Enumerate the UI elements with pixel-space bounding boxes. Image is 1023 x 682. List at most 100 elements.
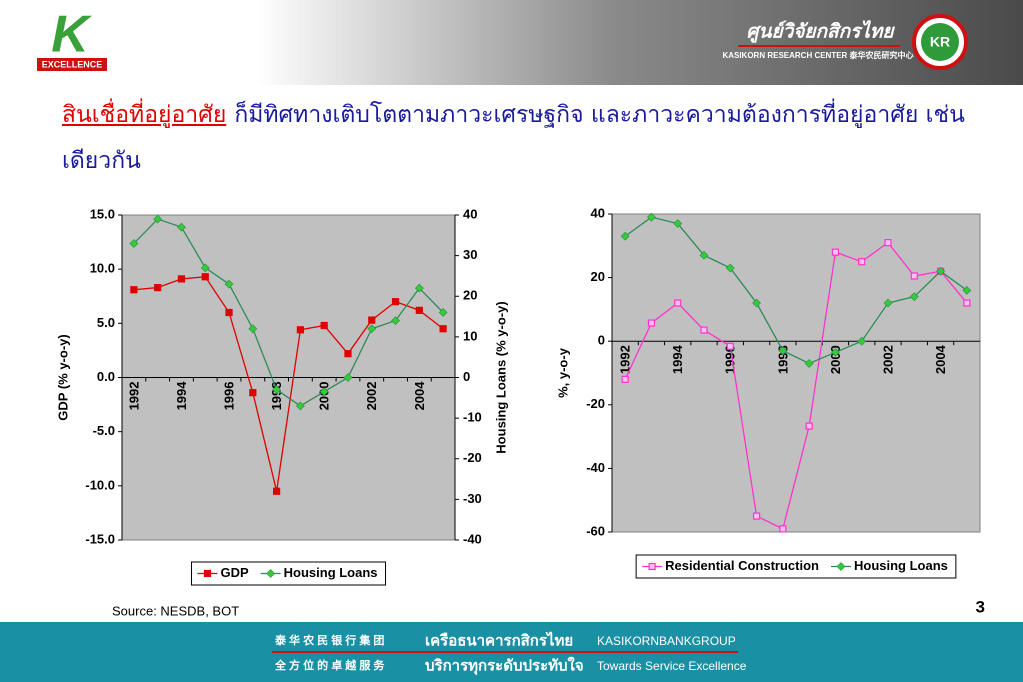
legend-label: Housing Loans — [854, 558, 948, 573]
y-tick-label: 40 — [591, 205, 605, 220]
x-tick-label: 1992 — [126, 382, 141, 411]
x-tick-label: 1994 — [174, 381, 189, 411]
marker — [438, 308, 448, 317]
y-tick-label: -15.0 — [85, 531, 115, 546]
y-axis-label: GDP (% y-o-y) — [55, 334, 70, 420]
legend-label: Residential Construction — [665, 558, 819, 573]
marker — [439, 325, 447, 333]
marker — [831, 248, 840, 256]
legend-box — [190, 561, 387, 586]
footer-th-2: บริการทุกระดับประทับใจ — [425, 657, 584, 676]
marker — [725, 263, 735, 273]
marker — [648, 562, 656, 571]
y2-tick-label: 10 — [463, 328, 477, 343]
emblem-inner — [921, 23, 959, 61]
marker — [391, 298, 400, 306]
y-tick-label: -40 — [586, 460, 605, 475]
headline-text: ก็มีทิศทางเติบโตตามภาวะเศรษฐกิจ และภาวะค… — [62, 102, 965, 174]
y-tick-label: 5.0 — [97, 315, 115, 330]
marker — [778, 346, 788, 356]
marker — [831, 347, 840, 357]
marker — [225, 308, 233, 317]
marker — [343, 373, 353, 382]
marker — [200, 263, 210, 273]
x-tick-label: 1994 — [670, 344, 685, 374]
footer-en-1: KASIKORNBANKGROUP — [597, 634, 736, 648]
y2-tick-label: 30 — [463, 247, 477, 262]
y2-tick-label: -40 — [463, 531, 482, 546]
y2-axis-label: Housing Loans (% y-o-y) — [493, 301, 508, 453]
marker — [883, 298, 893, 308]
marker — [154, 283, 162, 292]
marker — [805, 422, 813, 430]
footer-cn-2: 全 方 位 的 卓 越 服 务 — [274, 658, 385, 672]
y2-tick-label: 40 — [463, 206, 477, 221]
marker — [936, 266, 945, 276]
marker — [153, 214, 163, 224]
marker — [203, 569, 212, 578]
y-tick-label: -60 — [586, 523, 605, 538]
marker — [248, 324, 258, 334]
center-thai: ศูนย์วิจัยกสิกรไทย — [746, 20, 895, 44]
emblem-text: KR — [930, 34, 950, 50]
marker — [201, 273, 209, 281]
legend-label: Housing Loans — [284, 565, 378, 580]
logo-letter: K — [51, 6, 92, 64]
y-tick-label: 0.0 — [97, 369, 115, 384]
x-tick-label: 1996 — [221, 382, 236, 411]
center-english: KASIKORN RESEARCH CENTER 泰华农民研究中心 — [722, 50, 913, 60]
y-tick-label: -10.0 — [85, 477, 115, 492]
y2-tick-label: 0 — [463, 369, 470, 384]
marker — [266, 569, 276, 578]
x-tick-label: 2004 — [412, 381, 427, 411]
marker — [963, 299, 971, 307]
y2-tick-label: 20 — [463, 288, 477, 303]
marker — [272, 385, 282, 395]
y-tick-label: 15.0 — [90, 206, 115, 221]
marker — [621, 375, 629, 383]
logo-text: EXCELLENCE — [42, 59, 103, 69]
marker — [319, 387, 329, 397]
marker — [858, 258, 866, 266]
marker — [752, 512, 761, 520]
marker — [836, 562, 846, 571]
marker — [804, 359, 814, 368]
marker — [224, 279, 234, 289]
plot-area — [611, 213, 981, 533]
marker — [414, 283, 424, 293]
marker — [909, 292, 919, 302]
y2-tick-label: -10 — [463, 410, 482, 425]
y2-tick-label: -20 — [463, 450, 482, 465]
marker — [752, 298, 761, 308]
legend: GDP Housing Loans — [190, 561, 387, 586]
source: Source: NESDB, BOT — [112, 603, 239, 618]
marker — [129, 239, 139, 248]
marker — [177, 275, 186, 283]
y-tick-label: -20 — [586, 396, 605, 411]
headline-highlight: สินเชื่อที่อยู่อาศัย — [62, 102, 227, 128]
marker — [700, 326, 708, 334]
x-tick-label: 1992 — [618, 345, 633, 374]
marker — [779, 525, 787, 533]
marker — [295, 401, 305, 411]
marker — [367, 324, 377, 334]
logo-box — [37, 58, 107, 71]
y-tick-label: -5.0 — [93, 423, 115, 438]
x-tick-label: 2002 — [880, 345, 895, 374]
legend-box — [635, 554, 957, 579]
marker — [320, 321, 328, 330]
series-line — [133, 218, 444, 407]
y-tick-label: 20 — [591, 269, 605, 284]
footer-th-1: เครือธนาคารกสิกรไทย — [425, 631, 573, 650]
legend: Residential Construction Housing Loans — [635, 554, 957, 579]
marker — [620, 231, 630, 241]
marker — [857, 336, 867, 346]
marker — [910, 272, 918, 280]
footer-en-2: Towards Service Excellence — [597, 659, 747, 673]
marker — [249, 389, 257, 397]
x-tick-label: 2002 — [364, 382, 379, 411]
marker — [296, 326, 304, 334]
marker — [368, 316, 376, 324]
